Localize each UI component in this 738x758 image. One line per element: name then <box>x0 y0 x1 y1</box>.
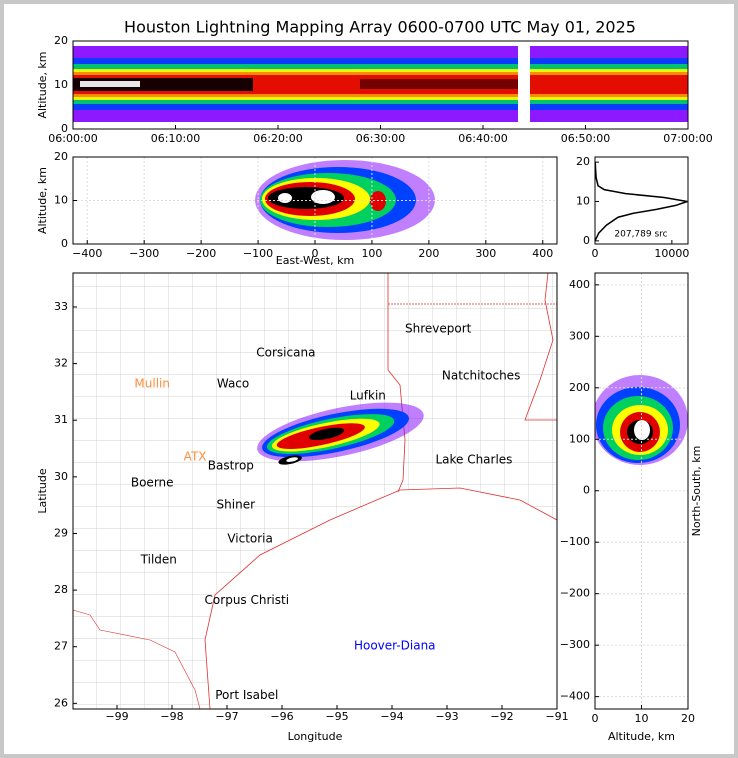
map-background <box>72 272 558 710</box>
y-tick-label: 10 <box>54 194 68 207</box>
x-axis-label: Altitude, km <box>608 730 675 743</box>
x-tick-label: 06:20:00 <box>253 132 302 145</box>
y-tick-label: 200 <box>569 381 590 394</box>
x-tick-label: −92 <box>490 710 513 723</box>
plot-frame <box>72 40 689 130</box>
x-tick-label: −93 <box>435 710 458 723</box>
y-tick-label: 29 <box>54 526 68 539</box>
city-label: Victoria <box>227 532 273 546</box>
city-label: Boerne <box>131 476 174 490</box>
city-label: Waco <box>217 376 249 390</box>
plot-frame <box>72 272 558 710</box>
plot-frame <box>72 156 558 245</box>
plan-view-density <box>257 402 424 465</box>
y-tick-label: −400 <box>560 690 590 703</box>
x-axis-label: East-West, km <box>276 254 354 267</box>
city-label: Lake Charles <box>435 452 512 466</box>
y-tick-label: −100 <box>560 535 590 548</box>
x-tick-label: −100 <box>243 247 273 260</box>
city-label: Mullin <box>134 376 170 390</box>
x-tick-label: −98 <box>160 710 183 723</box>
y-tick-label: 32 <box>54 357 68 370</box>
y-tick-label: 0 <box>61 237 68 250</box>
x-tick-label: 0 <box>592 247 599 260</box>
y-tick-label: 400 <box>569 278 590 291</box>
x-tick-label: 0 <box>312 247 319 260</box>
y-tick-label: 27 <box>54 640 68 653</box>
figure-title: Houston Lightning Mapping Array 0600-070… <box>124 18 636 37</box>
city-label: Hoover-Diana <box>354 639 436 653</box>
x-tick-label: 10000 <box>654 247 689 260</box>
profile-line <box>594 162 688 242</box>
y-tick-label: 26 <box>54 696 68 709</box>
y-axis-label: Altitude, km <box>36 51 49 118</box>
y-tick-label: 20 <box>576 155 590 168</box>
x-tick-label: −300 <box>129 247 159 260</box>
x-axis-label: Longitude <box>288 730 343 743</box>
y-tick-label: 33 <box>54 300 68 313</box>
city-label: Lufkin <box>350 388 386 402</box>
x-tick-label: −91 <box>545 710 568 723</box>
y-tick-label: 20 <box>54 150 68 163</box>
y-tick-label: 0 <box>61 122 68 135</box>
plot-frame <box>594 272 689 710</box>
source-count: 207,789 src <box>614 230 667 240</box>
y-tick-label: 0 <box>583 234 590 247</box>
y-tick-label: 30 <box>54 470 68 483</box>
city-label: Corsicana <box>256 345 315 359</box>
city-label: Bastrop <box>208 459 254 473</box>
x-tick-label: 100 <box>361 247 382 260</box>
y-tick-label: 0 <box>583 484 590 497</box>
x-tick-label: 07:00:00 <box>663 132 712 145</box>
y-axis-label: Latitude <box>36 468 49 514</box>
x-tick-label: 200 <box>418 247 439 260</box>
y-tick-label: 20 <box>54 34 68 47</box>
city-label: Shreveport <box>405 322 472 336</box>
city-label: ATX <box>184 450 207 464</box>
y-tick-label: 10 <box>576 194 590 207</box>
x-tick-label: 06:30:00 <box>356 132 405 145</box>
x-tick-label: −96 <box>270 710 293 723</box>
y-tick-label: 300 <box>569 329 590 342</box>
x-tick-label: −97 <box>215 710 238 723</box>
x-tick-label: 10 <box>635 712 649 725</box>
city-label: Natchitoches <box>442 369 520 383</box>
x-tick-label: 300 <box>475 247 496 260</box>
x-tick-label: 0 <box>592 712 599 725</box>
x-tick-label: 06:50:00 <box>561 132 610 145</box>
y-tick-label: −300 <box>560 638 590 651</box>
y-axis-label: Altitude, km <box>36 167 49 234</box>
x-tick-label: 06:40:00 <box>458 132 507 145</box>
city-label: Corpus Christi <box>205 593 290 607</box>
time-altitude-density <box>73 41 688 129</box>
x-tick-label: −99 <box>105 710 128 723</box>
x-tick-label: 06:00:00 <box>48 132 97 145</box>
x-tick-label: 20 <box>681 712 695 725</box>
x-tick-label: −200 <box>186 247 216 260</box>
y-tick-label: 28 <box>54 583 68 596</box>
x-tick-label: 06:10:00 <box>151 132 200 145</box>
city-label: Shiner <box>217 498 256 512</box>
x-tick-label: −94 <box>380 710 403 723</box>
y-tick-label: 31 <box>54 413 68 426</box>
y-axis-label: North-South, km <box>690 446 703 537</box>
city-label: Port Isabel <box>215 688 278 702</box>
x-tick-label: −400 <box>72 247 102 260</box>
city-label: Tilden <box>140 553 177 567</box>
y-tick-label: 100 <box>569 432 590 445</box>
north-south-density <box>595 375 688 465</box>
x-tick-label: 400 <box>532 247 553 260</box>
y-tick-label: 10 <box>54 78 68 91</box>
plot-frame <box>594 156 689 245</box>
y-tick-label: −200 <box>560 587 590 600</box>
x-tick-label: −95 <box>325 710 348 723</box>
